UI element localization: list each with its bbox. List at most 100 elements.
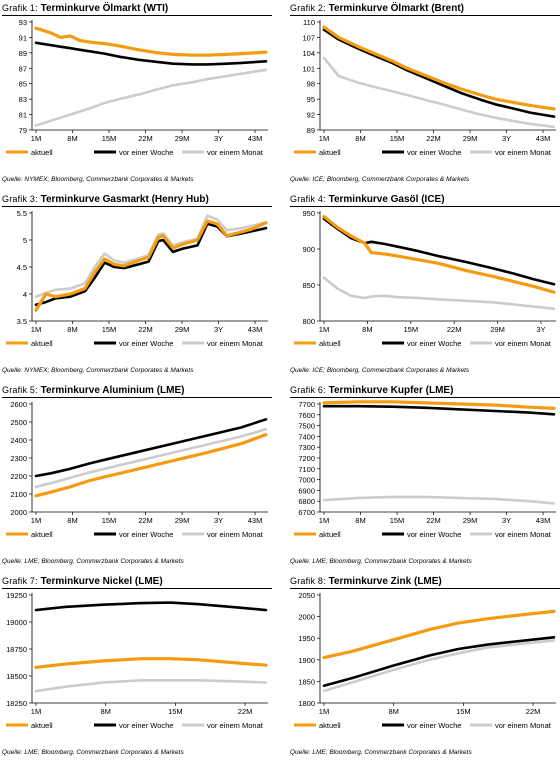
chart-panel-2: Grafik 2: Terminkurve Ölmarkt (Brent) 89 9…	[290, 2, 560, 192]
y-tick-label: 2000	[10, 508, 27, 517]
x-tick-label: 22M	[526, 707, 541, 716]
chart-number: Grafik 4:	[290, 194, 326, 204]
y-tick-label: 18750	[6, 645, 27, 654]
title-rule	[290, 206, 560, 207]
y-tick-label: 7000	[298, 476, 315, 485]
x-tick-label: 1M	[319, 707, 329, 716]
y-tick-label: 83	[19, 95, 27, 104]
chart-title: Grafik 2: Terminkurve Ölmarkt (Brent)	[290, 2, 560, 15]
series-line-monat	[36, 70, 266, 126]
x-tick-label: 8M	[355, 516, 365, 525]
series-line-woche	[324, 219, 554, 284]
source-note: Quelle: NYMEX; Bloomberg, Commerzbank Co…	[2, 367, 272, 375]
chart-title: Grafik 8: Terminkurve Zink (LME)	[290, 575, 560, 588]
x-tick-label: 29M	[490, 325, 505, 334]
y-tick-label: 89	[307, 126, 315, 135]
chart-title: Grafik 7: Terminkurve Nickel (LME)	[2, 575, 272, 588]
x-tick-label: 8M	[67, 516, 77, 525]
x-tick-label: 8M	[362, 325, 372, 334]
y-tick-label: 81	[19, 111, 27, 120]
x-tick-label: 3Y	[214, 516, 223, 525]
chart-title: Grafik 4: Terminkurve Gasöl (ICE)	[290, 193, 560, 206]
y-tick-label: 79	[19, 126, 27, 135]
chart-number: Grafik 8:	[290, 576, 326, 586]
x-tick-label: 8M	[100, 707, 110, 716]
y-tick-label: 2500	[10, 418, 27, 427]
legend-label: vor einem Monat	[207, 530, 264, 539]
y-tick-label: 110	[303, 18, 315, 27]
y-tick-label: 104	[302, 49, 315, 58]
x-tick-label: 29M	[463, 134, 478, 143]
source-note: Quelle: NYMEX; Bloomberg, Commerzbank Co…	[2, 176, 272, 184]
chart-title: Grafik 3: Terminkurve Gasmarkt (Henry Hu…	[2, 193, 272, 206]
x-tick-label: 22M	[447, 325, 462, 334]
legend-label: aktuell	[31, 530, 53, 539]
series-line-monat	[324, 497, 554, 504]
x-tick-label: 1M	[319, 134, 329, 143]
chart-title-text: Terminkurve Ölmarkt (WTI)	[41, 3, 169, 14]
x-tick-label: 3Y	[214, 325, 223, 334]
y-tick-label: 95	[307, 95, 315, 104]
x-tick-label: 3Y	[214, 134, 223, 143]
chart-title-text: Terminkurve Zink (LME)	[329, 576, 442, 587]
y-tick-label: 2000	[298, 613, 315, 622]
legend-label: vor einer Woche	[119, 148, 173, 157]
y-tick-label: 2100	[10, 490, 27, 499]
title-rule	[2, 397, 272, 398]
series-line-aktuell	[324, 217, 554, 293]
y-tick-label: 950	[302, 209, 315, 218]
legend-label: vor einer Woche	[407, 148, 461, 157]
y-tick-label: 3.5	[17, 317, 27, 326]
source-note: Quelle: LME; Bloomberg, Commerzbank Corp…	[290, 558, 560, 566]
series-line-monat	[324, 58, 554, 127]
legend-label: aktuell	[319, 721, 341, 730]
y-tick-label: 7400	[298, 432, 315, 441]
x-tick-label: 1M	[31, 325, 41, 334]
legend-label: vor einem Monat	[207, 721, 264, 730]
chart-title-text: Terminkurve Gasöl (ICE)	[329, 194, 445, 205]
title-rule	[2, 15, 272, 16]
y-tick-label: 93	[19, 18, 27, 27]
y-tick-label: 85	[19, 80, 27, 89]
y-tick-label: 101	[302, 64, 315, 73]
legend-label: aktuell	[31, 721, 53, 730]
x-tick-label: 43M	[248, 516, 263, 525]
x-tick-label: 22M	[426, 516, 441, 525]
series-line-monat	[36, 429, 266, 487]
source-note: Quelle: ICE; Bloomberg, Commerzbank Corp…	[290, 367, 560, 375]
chart-title: Grafik 5: Terminkurve Aluminium (LME)	[2, 384, 272, 397]
legend-label: vor einem Monat	[495, 148, 552, 157]
y-tick-label: 7500	[298, 422, 315, 431]
y-tick-label: 5.5	[17, 209, 27, 218]
title-rule	[2, 206, 272, 207]
y-tick-label: 19250	[6, 591, 27, 600]
x-tick-label: 15M	[390, 134, 405, 143]
x-tick-label: 8M	[355, 134, 365, 143]
legend-label: vor einem Monat	[495, 339, 552, 348]
chart-number: Grafik 3:	[2, 194, 38, 204]
legend-label: aktuell	[319, 339, 341, 348]
legend-label: vor einer Woche	[119, 721, 173, 730]
y-tick-label: 7200	[298, 454, 315, 463]
x-tick-label: 43M	[248, 134, 263, 143]
legend-label: aktuell	[319, 530, 341, 539]
x-tick-label: 15M	[102, 134, 117, 143]
x-tick-label: 22M	[138, 516, 153, 525]
title-rule	[2, 588, 272, 589]
x-tick-label: 1M	[31, 707, 41, 716]
chart-title: Grafik 6: Terminkurve Kupfer (LME)	[290, 384, 560, 397]
x-tick-label: 29M	[175, 325, 190, 334]
x-tick-label: 8M	[388, 707, 398, 716]
x-tick-label: 43M	[536, 134, 551, 143]
